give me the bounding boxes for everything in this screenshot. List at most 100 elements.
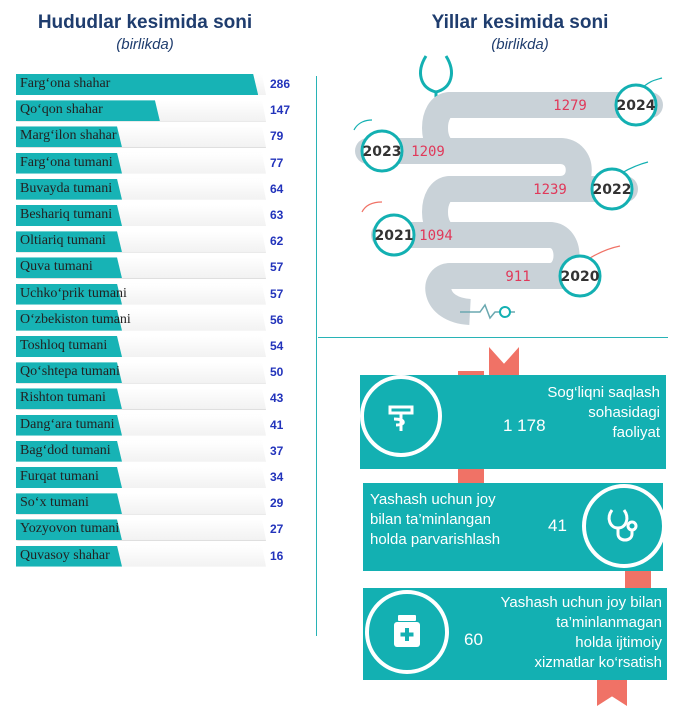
heartbeat-line bbox=[460, 303, 515, 320]
bar-category-label: O‘zbekiston tumani bbox=[20, 311, 131, 327]
trend-arrow-icon bbox=[353, 119, 373, 131]
bar-row: So‘x tumani 29 bbox=[16, 493, 296, 515]
bar-category-label: Bag‘dod tumani bbox=[20, 442, 111, 458]
bar-category-label: Dang‘ara tumani bbox=[20, 416, 115, 432]
bar-track bbox=[16, 362, 266, 384]
bar-track bbox=[16, 388, 266, 410]
year-badge bbox=[372, 213, 416, 257]
bar-value-label: 16 bbox=[270, 548, 284, 563]
bar bbox=[16, 467, 122, 488]
vertical-divider bbox=[316, 76, 317, 636]
bar-track bbox=[16, 231, 266, 253]
bar-category-label: Farg‘ona tumani bbox=[20, 154, 113, 170]
bar-value-label: 56 bbox=[270, 312, 284, 327]
bar-track bbox=[16, 545, 266, 567]
years-chart-subtitle: (birlikda) bbox=[491, 36, 549, 53]
bar-track bbox=[16, 74, 266, 95]
bar bbox=[16, 336, 122, 357]
bar-value-label: 41 bbox=[270, 417, 284, 432]
bar-row: Farg‘ona tumani 77 bbox=[16, 152, 296, 174]
bar-value-label: 54 bbox=[270, 339, 284, 353]
bar-category-label: So‘x tumani bbox=[20, 495, 89, 511]
bar-category-label: Buvayda tumani bbox=[20, 180, 113, 196]
year-value-label: 1279 bbox=[553, 98, 587, 114]
bar-category-label: Farg‘ona shahar bbox=[20, 76, 111, 91]
bar-row: O‘zbekiston tumani 56 bbox=[16, 309, 296, 331]
year-value-label: 911 bbox=[505, 269, 530, 285]
year-label: 2022 bbox=[593, 182, 632, 198]
bar-track bbox=[16, 152, 266, 174]
bar-row: Quva tumani 57 bbox=[16, 257, 296, 279]
medicine-jar-icon bbox=[387, 611, 427, 656]
year-badge bbox=[360, 129, 404, 173]
bar-row: Oltiariq tumani 62 bbox=[16, 231, 296, 253]
bar bbox=[16, 362, 122, 384]
bar-row: Yozyovon tumani 27 bbox=[16, 519, 296, 541]
bar-row: Toshloq tumani 54 bbox=[16, 336, 296, 357]
year-badge bbox=[590, 167, 634, 211]
ribbon-decoration bbox=[489, 347, 519, 375]
bar-value-label: 64 bbox=[270, 181, 284, 196]
trend-arrow-icon bbox=[361, 201, 383, 213]
bar bbox=[16, 205, 122, 226]
year-badge bbox=[614, 83, 658, 127]
year-label: 2023 bbox=[363, 144, 402, 160]
bar bbox=[16, 178, 122, 200]
bar-track bbox=[16, 178, 266, 200]
bar bbox=[16, 519, 122, 541]
bar-value-label: 147 bbox=[270, 103, 291, 118]
stethoscope-icon bbox=[602, 504, 644, 551]
bar-row: Rishton tumani 43 bbox=[16, 388, 296, 410]
regions-bar-chart: Farg‘ona shahar 286 Qo‘qon shahar 147 Marg‘i… bbox=[16, 74, 296, 574]
bar-category-label: Quva tumani bbox=[20, 259, 93, 275]
bar-row: Bag‘dod tumani 37 bbox=[16, 440, 296, 462]
bar-value-label: 286 bbox=[270, 77, 291, 91]
bar-row: Dang‘ara tumani 41 bbox=[16, 414, 296, 436]
bar-category-label: Toshloq tumani bbox=[20, 338, 108, 353]
regions-chart-title: Hududlar kesimida soni bbox=[37, 12, 253, 33]
bar-track bbox=[16, 283, 266, 305]
bar bbox=[16, 545, 122, 567]
years-chart-title: Yillar kesimida soni bbox=[431, 12, 609, 33]
year-label: 2020 bbox=[561, 269, 600, 285]
bar-value-label: 79 bbox=[270, 129, 284, 144]
bar-value-label: 43 bbox=[270, 391, 284, 406]
bar-value-label: 50 bbox=[270, 365, 284, 380]
bar-value-label: 63 bbox=[270, 208, 284, 222]
year-value-label: 1239 bbox=[533, 182, 567, 198]
bar-category-label: Quvasoy shahar bbox=[20, 547, 110, 563]
bar bbox=[16, 74, 259, 95]
bar-track bbox=[16, 519, 266, 541]
bar-category-label: Qo‘qon shahar bbox=[20, 102, 103, 118]
bar-category-label: Furqat tumani bbox=[20, 469, 99, 484]
trend-arrow-icon bbox=[589, 245, 621, 259]
healthcare-value: 1 178 bbox=[503, 416, 546, 435]
bar bbox=[16, 257, 122, 279]
bar-row: Quvasoy shahar 16 bbox=[16, 545, 296, 567]
bar-row: Beshariq tumani 63 bbox=[16, 205, 296, 226]
year-badge bbox=[558, 254, 602, 298]
housing-care-label: Yashash uchun joy bilan ta’minlangan hol… bbox=[370, 491, 501, 548]
bar-track bbox=[16, 467, 266, 488]
horizontal-divider bbox=[318, 337, 668, 338]
years-timeline-chart: 2024 1279 2023 1209 2022 1239 2021 1094 2020 911 bbox=[353, 55, 663, 325]
bar-value-label: 77 bbox=[270, 155, 284, 170]
year-label: 2021 bbox=[375, 228, 414, 244]
bar bbox=[16, 493, 122, 515]
bar-row: Uchko‘prik tumani 57 bbox=[16, 283, 296, 305]
bar-category-label: Oltiariq tumani bbox=[20, 233, 106, 249]
bar bbox=[16, 126, 122, 148]
healthcare-label: Sog‘liqni saqlash sohasidagi faoliyat bbox=[547, 384, 660, 441]
bar-row: Buvayda tumani 64 bbox=[16, 178, 296, 200]
bar bbox=[16, 100, 160, 122]
bar-row: Qo‘shtepa tumani 50 bbox=[16, 362, 296, 384]
regions-chart-subtitle: (birlikda) bbox=[116, 36, 174, 53]
bar-value-label: 29 bbox=[270, 496, 284, 511]
bar-track bbox=[16, 100, 266, 122]
bar-value-label: 62 bbox=[270, 234, 284, 249]
bar bbox=[16, 309, 122, 331]
bar-category-label: Yozyovon tumani bbox=[20, 521, 120, 537]
housing-care-value: 41 bbox=[548, 516, 567, 535]
bar-track bbox=[16, 336, 266, 357]
bar-row: Qo‘qon shahar 147 bbox=[16, 100, 296, 122]
